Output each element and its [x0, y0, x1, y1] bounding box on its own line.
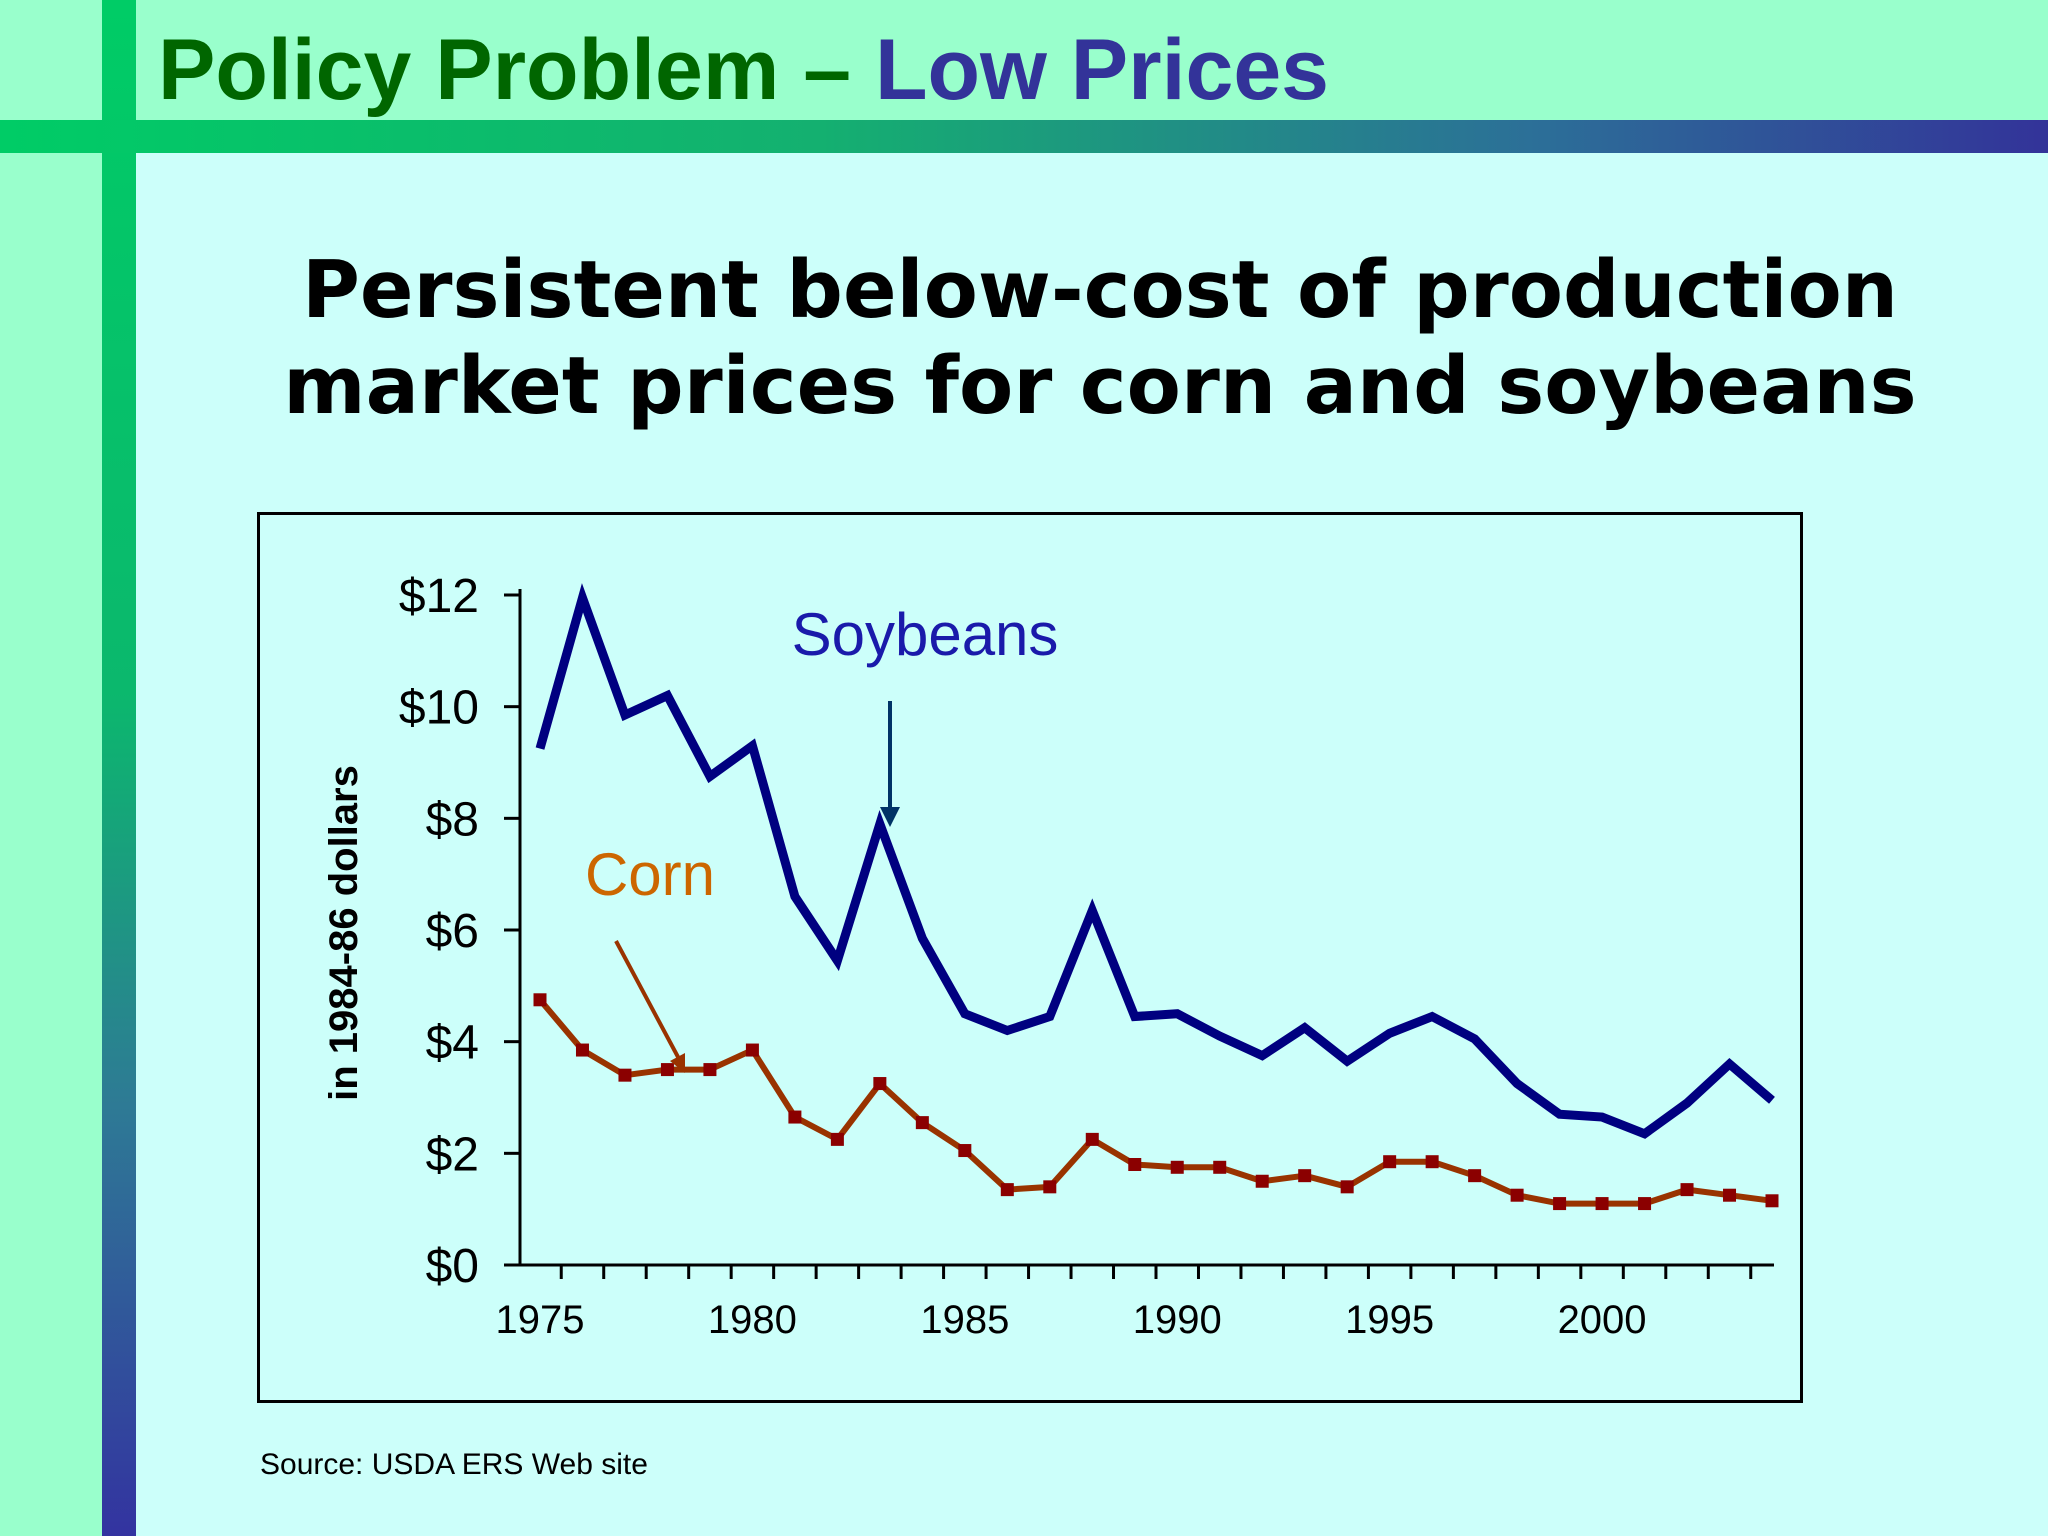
- y-tick-label: $6: [426, 905, 479, 958]
- corn-data-point: [575, 1043, 589, 1057]
- subtitle-line-1: Persistent below-cost of production: [302, 244, 1898, 336]
- corn-data-point: [788, 1110, 802, 1124]
- corn-data-point: [873, 1077, 887, 1091]
- horizontal-accent-rule: [0, 120, 2048, 153]
- y-tick-label: $4: [426, 1017, 479, 1070]
- corn-data-point: [618, 1068, 632, 1082]
- soybeans-arrowhead: [880, 807, 900, 827]
- corn-data-point: [1510, 1188, 1524, 1202]
- corn-arrow: [614, 940, 680, 1058]
- corn-data-point: [915, 1116, 929, 1130]
- y-tick-label: $2: [426, 1128, 479, 1181]
- x-tick-label: 2000: [1558, 1298, 1647, 1342]
- corn-data-point: [1128, 1158, 1142, 1171]
- header-band: [0, 0, 2048, 120]
- x-tick-label: 1985: [920, 1298, 1009, 1342]
- x-tick-label: 1975: [496, 1298, 585, 1342]
- corn-data-point: [1383, 1155, 1397, 1169]
- corn-data-point: [1765, 1194, 1779, 1208]
- corn-label: Corn: [585, 841, 715, 908]
- y-tick-label: $8: [426, 793, 479, 846]
- vertical-accent-rule: [102, 0, 136, 1536]
- corn-data-point: [1085, 1132, 1099, 1146]
- slide-title: Policy Problem – Low Prices: [158, 14, 1329, 126]
- chart-axes: $0 $2 $4 $6 $8 $10 $12 1975 1980 1985 1990 1995 2000: [399, 570, 1774, 1342]
- slide-subtitle: Persistent below-cost of production mark…: [200, 242, 2000, 434]
- y-tick-label: $0: [426, 1240, 479, 1293]
- corn-data-point: [1723, 1188, 1737, 1202]
- corn-data-point: [1468, 1169, 1482, 1183]
- corn-data-point: [1000, 1183, 1014, 1197]
- corn-series-line: [537, 997, 1773, 1207]
- x-tick-label: 1980: [708, 1298, 797, 1342]
- corn-data-point: [1213, 1160, 1227, 1174]
- soybeans-series-line: [535, 583, 1775, 1139]
- corn-arrowhead: [670, 1053, 685, 1073]
- x-tick-label: 1990: [1133, 1298, 1222, 1342]
- title-part-policy-problem: Policy Problem –: [158, 22, 875, 118]
- corn-data-point: [1638, 1197, 1652, 1211]
- corn-data-point: [1170, 1160, 1184, 1174]
- corn-data-point: [1340, 1180, 1354, 1194]
- soybeans-label: Soybeans: [792, 601, 1059, 668]
- left-band: [0, 120, 102, 1536]
- y-tick-label: $12: [399, 570, 479, 623]
- subtitle-line-2: market prices for corn and soybeans: [283, 340, 1917, 432]
- corn-data-point: [1425, 1155, 1439, 1169]
- y-axis-label: in 1984-86 dollars: [322, 765, 366, 1101]
- annotation-layer: Soybeans Corn: [585, 601, 1058, 1073]
- corn-data-point: [1298, 1169, 1312, 1183]
- price-chart: in 1984-86 dollars $0 $2 $4 $6 $8 $10 $12 1975 1…: [322, 570, 1779, 1342]
- corn-data-point: [1255, 1174, 1269, 1188]
- series-layer: [533, 583, 1779, 1211]
- y-tick-label: $10: [399, 682, 479, 735]
- corn-data-point: [1595, 1197, 1609, 1211]
- source-note: Source: USDA ERS Web site: [260, 1448, 648, 1481]
- x-tick-label: 1995: [1345, 1298, 1434, 1342]
- corn-data-point: [533, 993, 547, 1007]
- chart-frame: in 1984-86 dollars $0 $2 $4 $6 $8 $10 $12 1975 1…: [257, 512, 1803, 1403]
- corn-data-point: [745, 1043, 759, 1057]
- corn-data-point: [1680, 1183, 1694, 1197]
- corn-data-point: [1043, 1180, 1057, 1194]
- corn-data-point: [958, 1144, 972, 1158]
- title-part-low-prices: Low Prices: [874, 22, 1329, 118]
- corn-data-point: [660, 1063, 674, 1077]
- corn-data-point: [703, 1063, 717, 1077]
- corn-data-point: [1553, 1197, 1567, 1211]
- corn-data-point: [830, 1132, 844, 1146]
